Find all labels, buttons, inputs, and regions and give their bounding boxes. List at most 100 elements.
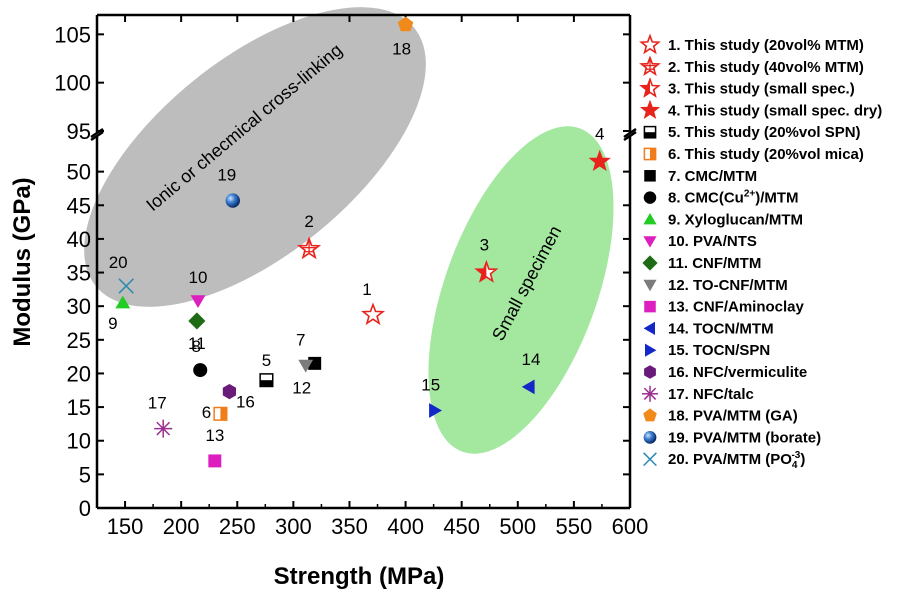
legend-label-12: 12. TO-CNF/MTM	[668, 277, 788, 294]
data-label-12: 12	[292, 378, 311, 397]
data-label-1: 1	[362, 280, 371, 299]
y-tick-label: 40	[67, 227, 91, 252]
data-point-19-marker	[225, 193, 240, 208]
data-label-11: 11	[188, 334, 206, 353]
x-tick-label: 300	[275, 514, 312, 539]
legend-marker-4	[639, 99, 661, 119]
legend-entry-14: 14. TOCN/MTM	[643, 320, 774, 337]
data-point-12: 12	[292, 359, 314, 397]
legend-label-19: 19. PVA/MTM (borate)	[668, 429, 821, 446]
legend-entry-20: 20. PVA/MTM (PO4-3)	[643, 450, 805, 471]
data-label-4: 4	[595, 125, 604, 144]
legend-label-tail: )/MTM	[755, 190, 798, 207]
legend-entry-18: 18. PVA/MTM (GA)	[643, 408, 798, 425]
legend-entry-16: 16. NFC/vermiculite	[644, 364, 807, 381]
legend-marker-16	[644, 365, 656, 379]
data-point-13: 13	[205, 426, 224, 468]
data-point-8: 8	[191, 337, 208, 378]
crosslinking-region	[84, 7, 426, 307]
legend-marker-17-stroke	[643, 387, 657, 400]
legend-label-13: 13. CNF/Aminoclay	[668, 299, 805, 316]
legend-marker-9	[643, 213, 657, 225]
data-label-20: 20	[109, 253, 128, 272]
data-point-4-marker	[588, 149, 611, 172]
legend-label-15: 15. TOCN/SPN	[668, 342, 770, 359]
data-point-8-marker	[193, 363, 208, 378]
legend-marker-3-fill	[641, 79, 650, 96]
legend-entry-10: 10. PVA/NTS	[643, 233, 757, 250]
legend-entry-2: 2. This study (40vol% MTM)	[639, 55, 864, 77]
legend-entry-8: 8. CMC(Cu2+)/MTM	[643, 189, 799, 207]
data-point-14-marker	[521, 379, 535, 395]
legend-entry-9: 9. Xyloglucan/MTM	[643, 211, 803, 228]
legend-marker-13	[644, 300, 656, 313]
axis-break-mark	[623, 127, 637, 139]
data-point-11-marker	[188, 312, 206, 330]
data-label-6: 6	[202, 403, 211, 422]
data-label-14: 14	[522, 350, 541, 369]
data-point-16: 16	[222, 384, 255, 412]
legend-entry-7: 7. CMC/MTM	[644, 168, 757, 185]
data-point-5: 5	[259, 351, 274, 388]
legend-label-sup: -3	[791, 450, 800, 461]
legend-entry-5: 5. This study (20%vol SPN)	[643, 124, 861, 141]
legend: 1. This study (20vol% MTM) 2. This study …	[639, 33, 882, 471]
legend-marker-18	[643, 408, 657, 422]
data-point-20: 20	[109, 253, 134, 294]
legend-marker-1	[639, 33, 661, 55]
data-point-9: 9	[108, 295, 131, 333]
data-point-12-marker	[298, 359, 314, 373]
legend-label-2: 2. This study (40vol% MTM)	[668, 59, 864, 76]
x-tick-label: 600	[612, 514, 649, 539]
legend-label-sup: 2+	[744, 189, 756, 200]
legend-label-11: 11. CNF/MTM	[668, 255, 761, 272]
regions-layer: Ionic or checmical cross-linking Small s…	[84, 7, 614, 454]
legend-entry-11: 11. CNF/MTM	[642, 255, 761, 272]
legend-entry-4: 4. This study (small spec. dry)	[639, 99, 882, 119]
y-tick-label: 100	[54, 71, 91, 96]
data-point-17-marker-stroke	[156, 421, 171, 436]
data-point-19: 19	[217, 166, 240, 208]
legend-label-5: 5. This study (20%vol SPN)	[668, 124, 861, 141]
data-point-6-marker-fill	[220, 407, 227, 421]
legend-entry-3: 3. This study (small spec.)	[639, 77, 855, 98]
x-tick-label: 250	[219, 514, 256, 539]
data-point-18: 18	[392, 16, 414, 59]
y-tick-label: 45	[67, 193, 91, 218]
legend-entry-12: 12. TO-CNF/MTM	[643, 277, 788, 294]
data-point-5-marker-fill	[260, 380, 273, 387]
data-label-2: 2	[304, 212, 313, 231]
legend-label-18: 18. PVA/MTM (GA)	[668, 408, 798, 425]
y-tick-label: 15	[67, 395, 91, 420]
data-point-4: 4	[588, 125, 611, 172]
y-tick-label: 105	[54, 22, 91, 47]
data-point-1-marker	[361, 302, 386, 326]
legend-label-6: 6. This study (20%vol mica)	[668, 146, 864, 163]
x-axis-title: Strength (MPa)	[274, 563, 445, 589]
legend-entry-17: 17. NFC/talc	[642, 385, 754, 403]
legend-label-tail: )	[800, 451, 805, 468]
data-point-14: 14	[521, 350, 541, 395]
legend-label-4: 4. This study (small spec. dry)	[668, 102, 882, 119]
data-point-1: 1	[361, 280, 386, 326]
legend-entry-19: 19. PVA/MTM (borate)	[643, 429, 821, 446]
legend-marker-15	[645, 343, 657, 357]
data-label-17: 17	[148, 394, 167, 413]
legend-label-20: 20. PVA/MTM (PO4-3)	[668, 450, 805, 471]
x-tick-label: 550	[556, 514, 593, 539]
data-label-13: 13	[205, 426, 224, 445]
legend-marker-20-stroke	[643, 452, 657, 467]
axes: 150 200 250 300 350 400 450 500 550 6000510152025…	[54, 13, 649, 539]
y-tick-label: 10	[67, 429, 91, 454]
legend-label-14: 14. TOCN/MTM	[668, 320, 774, 337]
data-point-16-marker	[222, 384, 236, 400]
data-label-7: 7	[296, 330, 305, 349]
legend-entry-6: 6. This study (20%vol mica)	[643, 146, 864, 163]
legend-marker-14	[643, 321, 655, 335]
legend-marker-10	[643, 236, 657, 248]
legend-entry-15: 15. TOCN/SPN	[645, 342, 770, 359]
data-label-18: 18	[392, 40, 411, 59]
y-tick-label: 95	[67, 119, 91, 144]
data-point-6: 6	[202, 403, 228, 422]
